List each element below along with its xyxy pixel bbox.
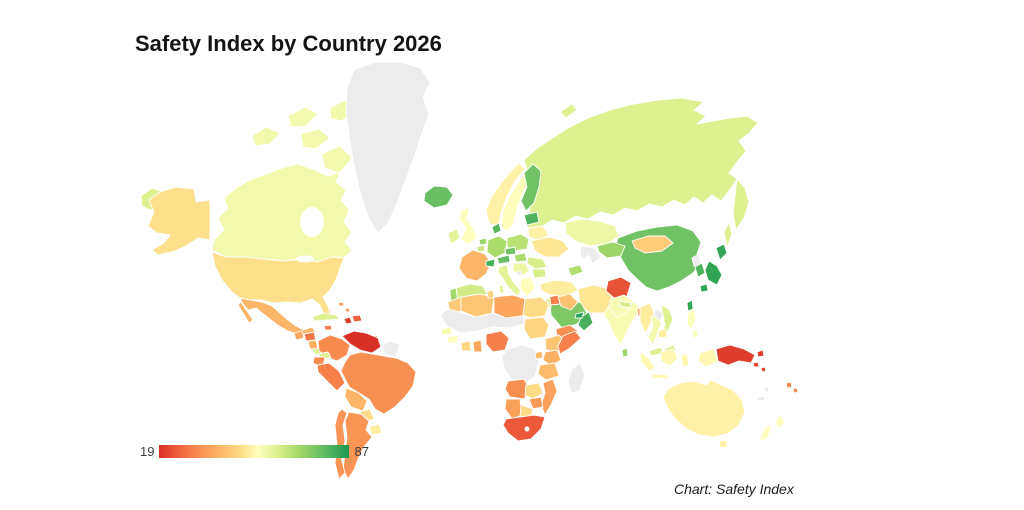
country-papua-new-guinea[interactable]	[715, 344, 765, 366]
country-namibia[interactable]	[504, 398, 523, 420]
country-czechia[interactable]	[504, 246, 517, 256]
country-kazakhstan[interactable]	[564, 218, 620, 247]
country-switzerland[interactable]	[485, 258, 496, 268]
country-finland[interactable]	[520, 163, 542, 212]
country-ivory-coast[interactable]	[460, 340, 472, 352]
country-france[interactable]	[458, 249, 492, 282]
country-indonesia[interactable]	[639, 348, 719, 380]
country-philippines[interactable]	[686, 308, 699, 339]
country-nepal[interactable]	[619, 300, 632, 309]
country-peru[interactable]	[316, 362, 346, 392]
country-dominican-republic[interactable]	[351, 314, 363, 323]
lesotho-hole	[524, 426, 530, 432]
country-georgia[interactable]	[567, 264, 584, 277]
country-zambia[interactable]	[524, 382, 544, 400]
country-fiji[interactable]	[785, 381, 799, 394]
country-argentina[interactable]	[342, 411, 373, 480]
country-venezuela[interactable]	[341, 330, 382, 354]
country-laos[interactable]	[652, 308, 665, 322]
country-mozambique[interactable]	[540, 378, 558, 416]
country-romania[interactable]	[526, 256, 548, 270]
country-new-caledonia[interactable]	[756, 395, 766, 402]
country-senegal[interactable]	[440, 326, 453, 336]
country-belgium[interactable]	[476, 244, 486, 253]
country-ghana[interactable]	[472, 339, 483, 353]
country-nicaragua[interactable]	[307, 339, 319, 350]
legend-gradient-bar	[159, 445, 350, 458]
country-vanuatu[interactable]	[763, 386, 770, 393]
country-brazil[interactable]	[340, 351, 417, 415]
hudson-bay-water	[300, 207, 324, 237]
country-tunisia[interactable]	[486, 289, 495, 299]
black-sea-water	[545, 271, 563, 281]
country-new-zealand[interactable]	[758, 414, 786, 443]
country-ireland[interactable]	[447, 228, 461, 245]
country-madagascar[interactable]	[567, 362, 586, 394]
country-united-kingdom[interactable]	[458, 206, 478, 245]
country-cuba[interactable]	[311, 312, 341, 322]
country-solomon-islands[interactable]	[752, 361, 767, 373]
country-australia[interactable]	[662, 379, 746, 449]
country-north-korea[interactable]	[691, 253, 702, 267]
country-guinea[interactable]	[446, 334, 459, 344]
country-central-africa[interactable]	[501, 344, 540, 385]
country-uganda[interactable]	[534, 350, 544, 360]
country-turkey[interactable]	[539, 279, 579, 298]
country-south-korea[interactable]	[694, 262, 706, 278]
country-mexico[interactable]	[237, 297, 317, 337]
great-lakes-water	[296, 255, 314, 263]
country-myanmar[interactable]	[639, 302, 655, 334]
legend-min-label: 19	[140, 444, 155, 459]
country-sahara-sahel-region[interactable]	[440, 308, 526, 334]
legend-max-label: 87	[354, 444, 369, 459]
country-zimbabwe[interactable]	[528, 396, 544, 410]
country-guatemala[interactable]	[293, 330, 305, 341]
country-mongolia[interactable]	[631, 235, 674, 254]
country-iceland[interactable]	[423, 185, 454, 209]
country-jamaica[interactable]	[323, 324, 333, 331]
country-norway[interactable]	[485, 162, 526, 228]
country-south-africa[interactable]	[502, 414, 546, 442]
country-guyana-and-suriname[interactable]	[380, 340, 401, 358]
country-estonia[interactable]	[523, 211, 540, 226]
chart-caption: Chart: Safety Index	[674, 481, 794, 497]
country-denmark[interactable]	[491, 222, 502, 235]
country-hungary[interactable]	[513, 252, 528, 263]
country-haiti[interactable]	[343, 316, 353, 325]
country-united-arab-emirates[interactable]	[574, 311, 585, 319]
country-nigeria[interactable]	[485, 330, 510, 353]
country-bosnia-and-herzegovina[interactable]	[516, 270, 523, 277]
color-legend: 19 87	[140, 444, 369, 459]
country-sri-lanka[interactable]	[621, 347, 629, 358]
country-taiwan[interactable]	[686, 299, 694, 312]
country-somalia[interactable]	[557, 330, 582, 355]
country-angola[interactable]	[504, 378, 531, 400]
country-ukraine[interactable]	[530, 236, 570, 258]
country-netherlands[interactable]	[478, 237, 488, 246]
country-austria[interactable]	[496, 254, 511, 265]
country-greenland[interactable]	[345, 61, 431, 234]
country-cambodia[interactable]	[657, 328, 668, 339]
country-honduras[interactable]	[303, 331, 317, 342]
country-bahamas[interactable]	[337, 301, 351, 313]
country-poland[interactable]	[506, 233, 530, 252]
country-iraq[interactable]	[557, 293, 579, 311]
country-italy[interactable]	[497, 264, 522, 302]
country-japan[interactable]	[699, 243, 728, 293]
country-chile[interactable]	[334, 408, 348, 480]
country-uruguay[interactable]	[368, 423, 383, 436]
country-sudan[interactable]	[523, 316, 550, 340]
country-tanzania[interactable]	[537, 362, 560, 381]
country-egypt[interactable]	[522, 296, 550, 319]
country-germany[interactable]	[486, 235, 508, 259]
country-greece[interactable]	[519, 276, 536, 298]
country-canada[interactable]	[211, 99, 355, 263]
country-kenya[interactable]	[542, 349, 562, 367]
page-title: Safety Index by Country 2026	[135, 30, 442, 56]
caspian-sea-water	[584, 255, 592, 277]
country-afghanistan[interactable]	[605, 276, 632, 299]
country-bulgaria[interactable]	[531, 268, 547, 279]
country-uzbekistan[interactable]	[596, 241, 626, 259]
